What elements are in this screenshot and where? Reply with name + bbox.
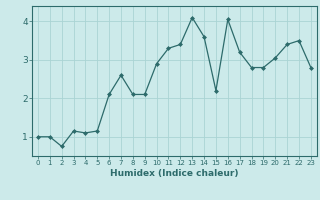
X-axis label: Humidex (Indice chaleur): Humidex (Indice chaleur) <box>110 169 239 178</box>
